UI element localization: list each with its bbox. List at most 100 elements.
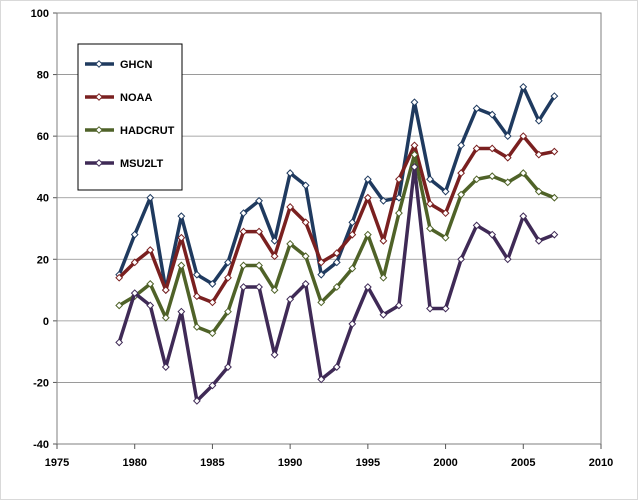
point-ghcn xyxy=(503,132,512,141)
point-hadcrut xyxy=(534,187,543,196)
legend-marker-msu2lt xyxy=(95,159,103,167)
point-msu2lt xyxy=(410,163,419,171)
point-msu2lt xyxy=(286,295,295,304)
point-hadcrut xyxy=(332,283,341,291)
point-ghcn xyxy=(488,110,497,119)
point-noaa xyxy=(488,144,497,153)
legend-marker-ghcn xyxy=(95,60,103,68)
point-hadcrut xyxy=(177,261,186,270)
point-noaa xyxy=(224,273,232,282)
point-hadcrut xyxy=(503,178,512,187)
point-noaa xyxy=(348,230,357,239)
point-msu2lt xyxy=(503,255,512,264)
point-ghcn xyxy=(130,230,139,239)
point-noaa xyxy=(130,258,139,267)
y-tick-label: 80 xyxy=(37,70,49,82)
point-msu2lt xyxy=(161,363,170,371)
point-noaa xyxy=(472,144,481,153)
plot-area-border xyxy=(56,12,602,445)
point-msu2lt xyxy=(441,304,450,313)
x-tick-label: 2005 xyxy=(511,457,535,469)
point-msu2lt xyxy=(146,301,155,310)
point-msu2lt xyxy=(332,363,341,371)
point-msu2lt xyxy=(192,396,201,405)
point-ghcn xyxy=(534,116,543,125)
point-msu2lt xyxy=(255,283,263,291)
point-hadcrut xyxy=(441,233,450,242)
x-tick-label: 1980 xyxy=(122,457,146,469)
legend-marker-noaa xyxy=(95,93,103,101)
point-msu2lt xyxy=(457,255,466,264)
point-noaa xyxy=(332,249,341,258)
y-tick-label: -20 xyxy=(33,377,49,389)
point-msu2lt xyxy=(363,283,372,291)
point-noaa xyxy=(519,132,528,141)
point-noaa xyxy=(441,209,450,218)
point-hadcrut xyxy=(192,323,201,331)
point-noaa xyxy=(426,199,434,208)
point-msu2lt xyxy=(550,230,559,239)
point-noaa xyxy=(395,175,403,184)
point-msu2lt xyxy=(534,236,543,245)
point-hadcrut xyxy=(239,261,248,270)
y-tick-label: 100 xyxy=(31,8,49,20)
y-tick-label: 40 xyxy=(37,193,49,205)
point-noaa xyxy=(255,227,263,236)
point-noaa xyxy=(161,286,170,294)
point-msu2lt xyxy=(317,375,326,384)
point-ghcn xyxy=(441,187,450,196)
y-tick-label: -40 xyxy=(33,439,49,451)
point-msu2lt xyxy=(224,363,232,371)
point-msu2lt xyxy=(348,320,357,328)
point-ghcn xyxy=(395,193,403,202)
point-noaa xyxy=(208,298,217,307)
x-tick-label: 1995 xyxy=(356,457,380,469)
point-ghcn xyxy=(192,270,201,279)
point-noaa xyxy=(192,292,201,301)
point-msu2lt xyxy=(208,381,217,390)
x-tick-label: 2000 xyxy=(433,457,457,469)
point-msu2lt xyxy=(519,212,528,221)
legend-box xyxy=(77,43,183,191)
point-ghcn xyxy=(286,169,295,177)
y-tick-label: 0 xyxy=(43,316,49,328)
point-hadcrut xyxy=(550,193,559,202)
series-lines xyxy=(115,82,559,405)
point-ghcn xyxy=(270,236,279,245)
point-hadcrut xyxy=(426,224,434,233)
legend-label-noaa: NOAA xyxy=(120,92,152,104)
point-noaa xyxy=(410,141,419,150)
point-hadcrut xyxy=(161,313,170,322)
point-hadcrut xyxy=(457,190,466,199)
point-ghcn xyxy=(550,92,559,101)
point-hadcrut xyxy=(317,298,326,307)
point-noaa xyxy=(146,246,155,254)
point-msu2lt xyxy=(115,338,124,347)
point-ghcn xyxy=(348,218,357,227)
x-tick-label: 2010 xyxy=(589,457,613,469)
point-ghcn xyxy=(301,181,310,190)
point-noaa xyxy=(115,273,124,282)
point-msu2lt xyxy=(488,230,497,239)
point-ghcn xyxy=(426,175,434,184)
point-hadcrut xyxy=(519,169,528,177)
point-noaa xyxy=(534,150,543,159)
point-noaa xyxy=(550,147,559,156)
x-tick-label: 1975 xyxy=(45,457,69,469)
point-msu2lt xyxy=(177,307,186,316)
x-tick-label: 1985 xyxy=(200,457,224,469)
x-tick-label: 1990 xyxy=(278,457,302,469)
legend-marker-hadcrut xyxy=(95,126,103,134)
legend-label-hadcrut: HADCRUT xyxy=(120,125,175,137)
point-hadcrut xyxy=(379,273,388,282)
point-noaa xyxy=(457,169,466,177)
point-hadcrut xyxy=(472,175,481,184)
point-noaa xyxy=(379,236,388,245)
point-noaa xyxy=(177,233,186,242)
point-ghcn xyxy=(208,280,217,288)
point-ghcn xyxy=(146,193,155,202)
point-hadcrut xyxy=(488,172,497,181)
point-hadcrut xyxy=(208,329,217,338)
